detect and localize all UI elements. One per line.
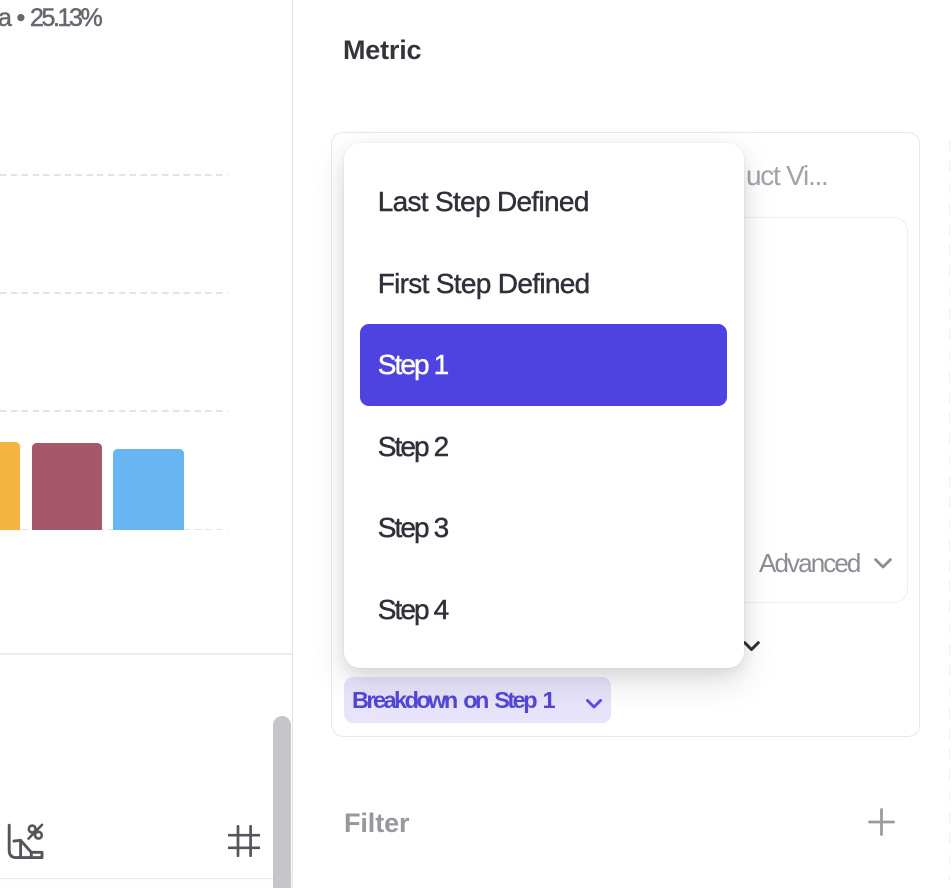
breakdown-chip[interactable]: Breakdown on Step 1 bbox=[344, 676, 611, 723]
chart-gridline bbox=[0, 410, 228, 412]
legend-label: a • 25.13% bbox=[0, 3, 103, 32]
advanced-label: Advanced bbox=[759, 547, 861, 578]
funnel-bar[interactable] bbox=[113, 448, 184, 530]
step-dropdown-menu: Last Step Defined First Step Defined Step … bbox=[343, 143, 744, 668]
next-section-strip bbox=[0, 879, 292, 888]
vertical-scrollbar-thumb[interactable] bbox=[272, 716, 291, 888]
funnel-bar[interactable] bbox=[0, 441, 20, 530]
dropdown-item[interactable]: Last Step Defined bbox=[377, 186, 589, 217]
dropdown-item[interactable]: Step 3 bbox=[377, 512, 449, 543]
section-divider-line bbox=[0, 877, 292, 880]
metric-section-heading: Metric bbox=[343, 35, 422, 65]
plus-icon[interactable] bbox=[867, 808, 895, 836]
chart-gridline bbox=[0, 174, 228, 176]
dropdown-item[interactable]: Step 4 bbox=[377, 593, 449, 625]
chevron-down-icon bbox=[586, 698, 602, 709]
advanced-toggle[interactable]: Advanced bbox=[759, 547, 892, 579]
pane-divider bbox=[291, 0, 294, 888]
chevron-down-icon bbox=[873, 557, 892, 568]
dropdown-item-selected[interactable]: Step 1 bbox=[360, 324, 728, 406]
dropdown-item[interactable]: Step 2 bbox=[377, 430, 449, 462]
chart-pane: a • 25.13% bbox=[0, 0, 292, 888]
metric-card-title[interactable]: uct Vi... bbox=[746, 159, 829, 191]
step-select-chevron-icon[interactable] bbox=[743, 641, 760, 652]
drop-zone-dashed-edge bbox=[948, 140, 950, 880]
breakdown-chip-label: Breakdown on Step 1 bbox=[352, 687, 556, 714]
number-hash-icon[interactable] bbox=[227, 824, 260, 857]
conversion-percent-icon[interactable] bbox=[6, 823, 44, 861]
funnel-bar[interactable] bbox=[31, 442, 103, 530]
filter-section-heading: Filter bbox=[344, 808, 410, 838]
chart-gridline bbox=[0, 292, 228, 294]
dropdown-item[interactable]: First Step Defined bbox=[377, 267, 590, 299]
chart-axis-line bbox=[0, 653, 292, 655]
